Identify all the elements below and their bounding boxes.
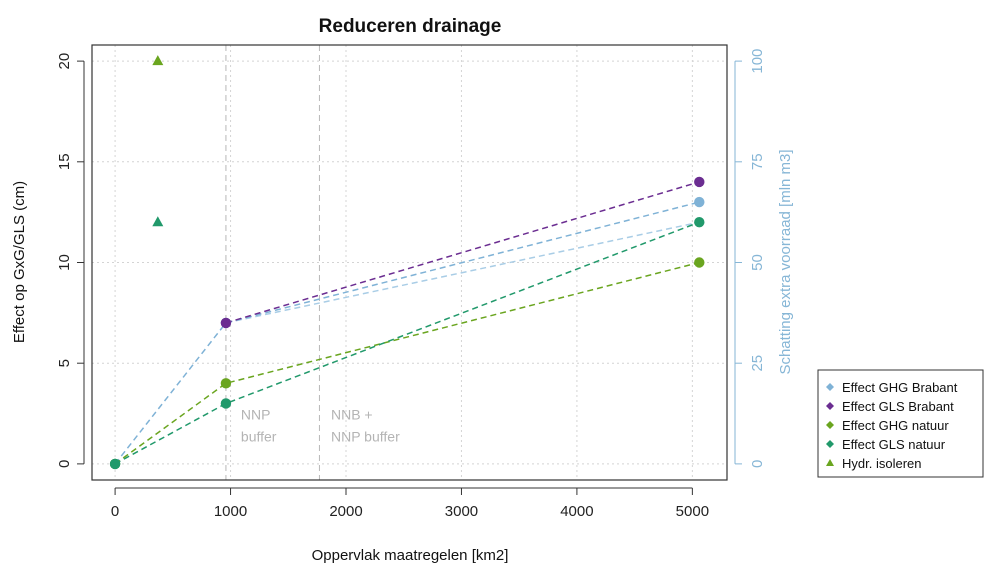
- legend-box: [817, 369, 984, 478]
- legend-item-label: Effect GLS Brabant: [842, 399, 954, 414]
- annotations: NNP buffer NNB + NNP buffer: [241, 407, 400, 445]
- y-axis-label: Effect op GxG/GLS (cm): [11, 181, 28, 343]
- legend-item-label: Effect GHG natuur: [842, 418, 949, 433]
- legend-marker: [826, 383, 834, 391]
- data-point: [694, 176, 705, 188]
- annotation-text: buffer: [241, 429, 277, 445]
- x-axis: 0 1000 2000 3000 4000 5000: [111, 487, 709, 520]
- legend-marker: [826, 402, 834, 410]
- legend-item-label: Effect GLS natuur: [842, 437, 946, 452]
- data-point: [694, 217, 705, 228]
- x-tick-label: 0: [111, 503, 119, 520]
- data-point: [109, 458, 121, 470]
- x-tick-label: 2000: [329, 503, 362, 520]
- data-point: [220, 378, 232, 389]
- data-point: [220, 317, 232, 329]
- y-axis-right-label: Schatting extra voorraad [mln m3]: [777, 149, 794, 374]
- y-tick-label: 5: [56, 359, 73, 367]
- data-point: [694, 257, 705, 268]
- y-tick-label: 0: [56, 460, 73, 468]
- y-axis-right: 0 25 50 75 100: [734, 49, 766, 468]
- series-line: [114, 261, 700, 465]
- data-point-triangle: [152, 216, 164, 227]
- y-right-tick-label: 100: [749, 49, 766, 74]
- legend-marker: [826, 421, 834, 429]
- data-point: [694, 196, 705, 208]
- annotation-text: NNP buffer: [331, 429, 400, 445]
- y-right-tick-label: 0: [749, 460, 766, 468]
- series-line: [225, 181, 700, 324]
- y-tick-label: 20: [56, 53, 73, 70]
- series-line-extra: [225, 221, 700, 324]
- legend-marker-triangle: [826, 459, 834, 466]
- annotation-text: NNB +: [331, 407, 373, 423]
- x-axis-label: Oppervlak maatregelen [km2]: [312, 547, 509, 564]
- data-point: [220, 398, 232, 409]
- legend: Effect GHG Brabant Effect GLS Brabant Effe…: [817, 369, 984, 478]
- x-tick-label: 4000: [560, 503, 593, 520]
- series-lines: [114, 181, 700, 465]
- y-axis: 0 5 10 15 20: [56, 53, 85, 468]
- legend-marker: [826, 440, 834, 448]
- series-points: [109, 55, 705, 470]
- legend-item-label: Hydr. isoleren: [842, 456, 921, 471]
- x-tick-label: 3000: [445, 503, 478, 520]
- annotation-text: NNP: [241, 407, 271, 423]
- y-right-tick-label: 75: [749, 153, 766, 170]
- series-line: [114, 221, 700, 465]
- legend-item-label: Effect GHG Brabant: [842, 380, 958, 395]
- y-right-tick-label: 25: [749, 355, 766, 372]
- y-tick-label: 15: [56, 153, 73, 170]
- series-line: [114, 201, 700, 465]
- chart-title: Reduceren drainage: [319, 16, 502, 37]
- x-tick-label: 1000: [214, 503, 247, 520]
- plot-frame: [91, 44, 728, 481]
- y-right-tick-label: 50: [749, 254, 766, 271]
- data-point-triangle: [152, 55, 164, 66]
- grid: [92, 45, 727, 480]
- x-tick-label: 5000: [676, 503, 709, 520]
- y-tick-label: 10: [56, 254, 73, 271]
